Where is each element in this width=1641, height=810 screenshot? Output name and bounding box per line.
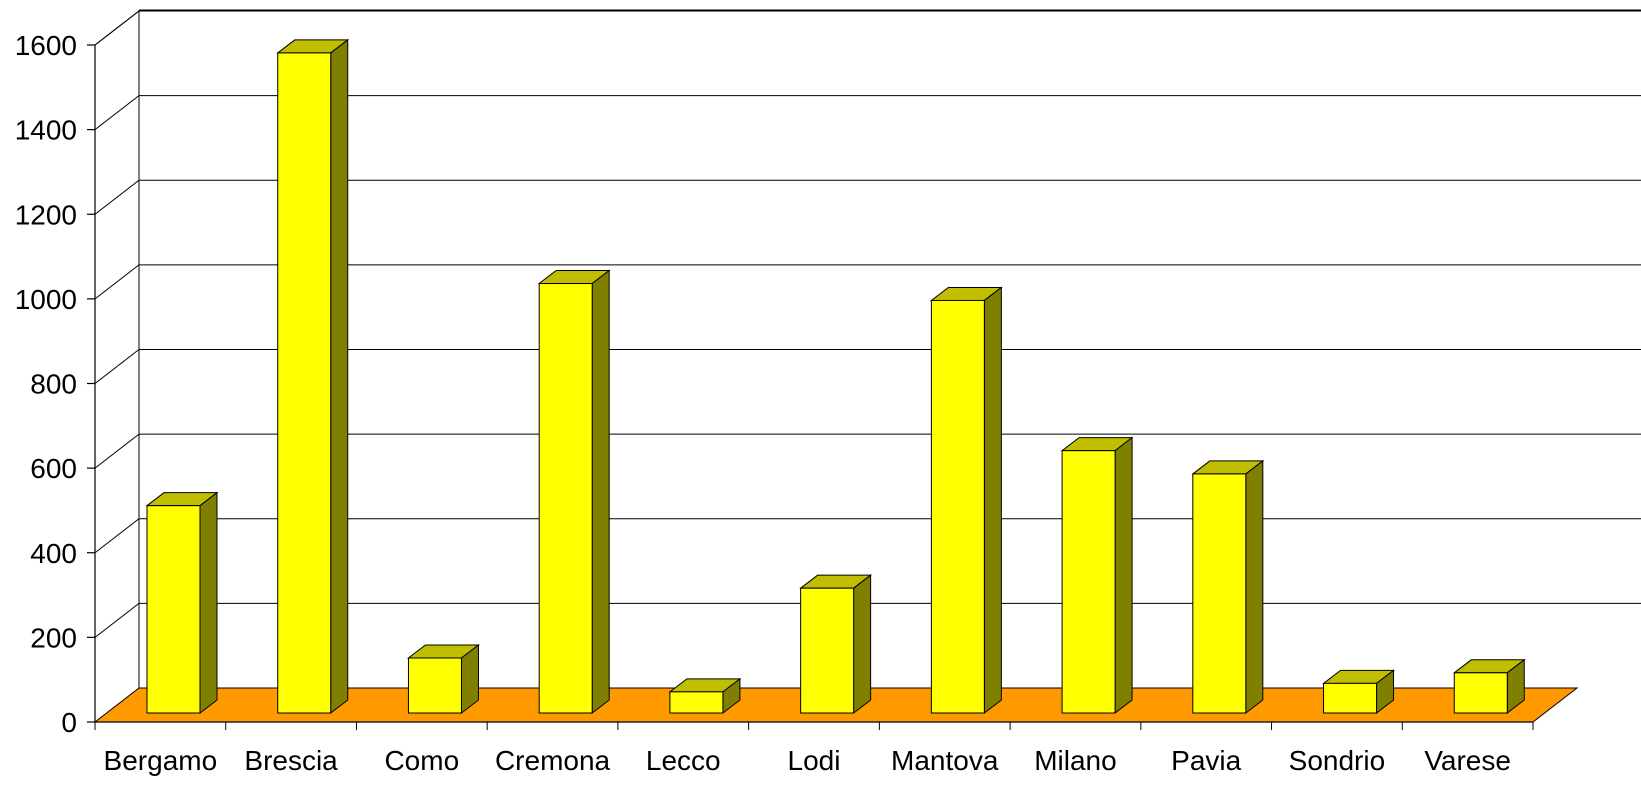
- gridline-side: [94, 10, 140, 46]
- bar-side: [983, 286, 1002, 715]
- bar-front: [1192, 473, 1247, 714]
- bar-front: [538, 283, 593, 714]
- bar-front: [1323, 682, 1378, 714]
- bars: [145, 38, 1526, 715]
- y-tick-label: 400: [30, 538, 77, 569]
- x-label-varese: Varese: [1424, 745, 1511, 776]
- y-tick-label: 800: [30, 369, 77, 400]
- gridline-side: [94, 264, 140, 300]
- gridline-side: [94, 602, 140, 638]
- bar-side: [1114, 436, 1133, 715]
- bar-pavia: [1191, 459, 1265, 715]
- y-tick-label: 600: [30, 453, 77, 484]
- bar-lodi: [799, 574, 873, 715]
- bar-sondrio: [1322, 669, 1396, 715]
- bar-front: [669, 691, 724, 714]
- bar-como: [406, 643, 480, 715]
- x-label-como: Como: [384, 745, 459, 776]
- y-tick-label: 1000: [15, 284, 77, 315]
- bar-milano: [1060, 436, 1134, 715]
- x-label-pavia: Pavia: [1171, 745, 1241, 776]
- bar-brescia: [276, 38, 350, 715]
- bar-front: [1061, 450, 1116, 714]
- bar-side: [591, 269, 610, 715]
- bar-cremona: [537, 269, 611, 715]
- bar-front: [1453, 672, 1508, 714]
- bar-front: [930, 299, 985, 714]
- x-axis-labels: Bergamo Brescia Como Cremona Lecco Lodi Mantov…: [104, 745, 1511, 776]
- x-label-milano: Milano: [1034, 745, 1116, 776]
- y-tick-label: 1400: [15, 115, 77, 146]
- bar-mantova: [929, 286, 1003, 715]
- x-label-mantova: Mantova: [891, 745, 999, 776]
- y-tick-label: 1600: [15, 30, 77, 61]
- x-label-bergamo: Bergamo: [104, 745, 218, 776]
- bar-front: [146, 505, 201, 714]
- bar-lecco: [668, 677, 742, 715]
- y-tick-label: 1200: [15, 199, 77, 230]
- y-tick-label: 200: [30, 622, 77, 653]
- x-label-lecco: Lecco: [646, 745, 721, 776]
- gridline-side: [94, 179, 140, 215]
- gridline-side: [94, 433, 140, 469]
- bar-front: [407, 657, 462, 714]
- bar-bergamo: [145, 491, 219, 715]
- y-axis-ticks: 0 200 400 600 800 1000 1200 1400 1600: [15, 30, 95, 738]
- x-label-sondrio: Sondrio: [1289, 745, 1386, 776]
- x-label-cremona: Cremona: [495, 745, 611, 776]
- bar-side: [199, 491, 218, 715]
- bar-front: [800, 587, 855, 714]
- x-label-lodi: Lodi: [788, 745, 841, 776]
- bar-side: [853, 574, 872, 715]
- bar-side: [1245, 459, 1264, 715]
- gridline-side: [94, 349, 140, 384]
- gridline-side: [94, 95, 140, 131]
- y-tick-label: 0: [61, 707, 77, 738]
- bar-side: [330, 38, 349, 715]
- gridline-side: [94, 518, 140, 554]
- gridlines: [94, 10, 1641, 638]
- x-label-brescia: Brescia: [244, 745, 338, 776]
- bar-varese: [1452, 658, 1526, 715]
- bar-front: [277, 52, 332, 714]
